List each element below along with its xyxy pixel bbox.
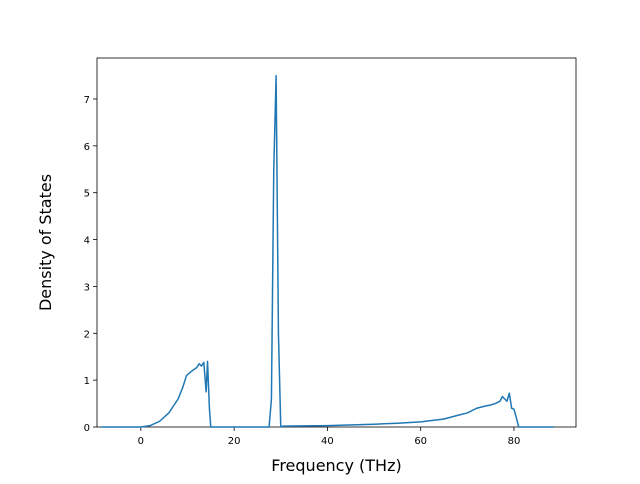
x-tick-label: 20 [228,436,241,447]
y-tick-label: 1 [84,376,90,387]
x-tick-label: 80 [508,436,521,447]
y-tick-label: 0 [84,423,90,434]
y-axis-label: Density of States [36,174,55,311]
dos-line [101,74,554,428]
y-tick-label: 5 [84,189,90,200]
y-tick-label: 7 [84,95,90,106]
x-tick-label: 0 [138,436,144,447]
x-tick-label: 60 [414,436,427,447]
y-tick-label: 4 [84,236,90,247]
y-tick-label: 3 [84,282,90,293]
x-axis-label: Frequency (THz) [271,456,401,475]
y-tick-label: 2 [84,329,90,340]
plot-frame [96,57,577,428]
y-tick-label: 6 [84,142,90,153]
x-tick-label: 40 [321,436,334,447]
